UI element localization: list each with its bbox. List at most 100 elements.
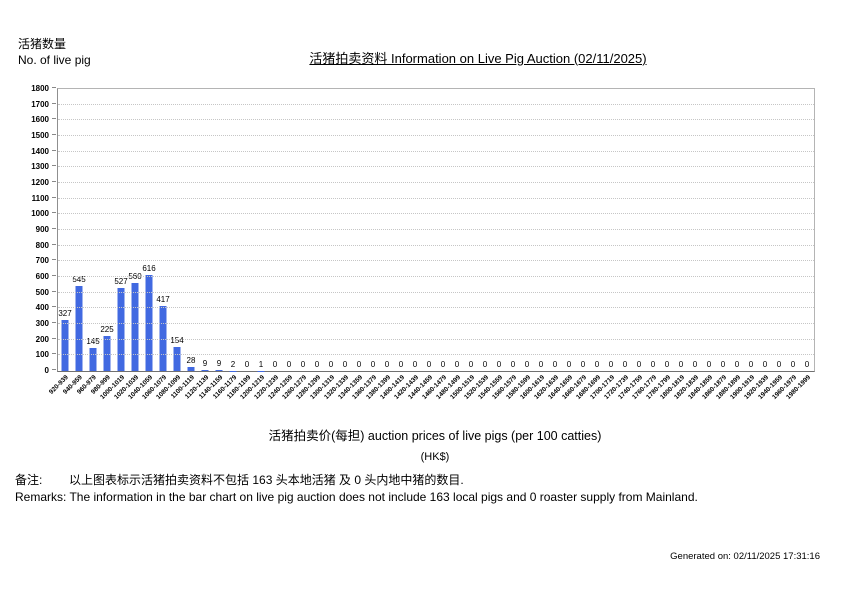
bar-value-label: 0 (510, 360, 516, 369)
bar-value-label: 0 (328, 360, 334, 369)
bar-value-label: 9 (216, 358, 222, 368)
bar-slot: 0 1720-1739 (603, 89, 632, 401)
bar-value-label: 0 (552, 360, 558, 369)
bar-slot: 0 1840-1859 (687, 89, 716, 401)
bar-slot: 225 980-999 (90, 89, 114, 396)
bar-slot: 145 960-979 (76, 89, 100, 396)
bar-slot: 417 1060-1079 (141, 89, 170, 401)
bar-slot: 0 1460-1479 (421, 89, 450, 401)
y-tick-mark (52, 228, 56, 229)
x-axis-title: 活猪拍卖价(每担) auction prices of live pigs (p… (268, 429, 602, 443)
bar-value-label: 154 (170, 335, 184, 345)
bar-value-label: 0 (426, 360, 432, 369)
bar-value-label: 0 (748, 360, 754, 369)
bar-value-label: 0 (636, 360, 642, 369)
y-tick-label: 1500 (31, 131, 49, 140)
gridline (58, 135, 814, 136)
y-axis-title-en: No. of live pig (18, 53, 91, 67)
y-tick-label: 1600 (31, 115, 49, 125)
bar-value-label: 0 (538, 360, 544, 369)
bar-slot: 0 1980-1999 (785, 89, 814, 401)
bar-slot: 0 1420-1439 (393, 89, 422, 401)
bar-slot: 560 1020-1039 (113, 89, 142, 401)
y-tick-mark (52, 102, 56, 104)
bar-slot: 0 1820-1839 (673, 89, 702, 401)
bar-slot: 0 1760-1779 (631, 89, 660, 401)
bar-value-label: 0 (790, 360, 796, 369)
bar-value-label: 0 (440, 360, 446, 369)
bar (145, 274, 153, 371)
bar-slot: 0 1660-1679 (561, 89, 590, 401)
bar (201, 369, 209, 371)
bar-slot: 0 1260-1279 (281, 89, 310, 401)
bar (117, 288, 125, 371)
y-tick-label: 1700 (31, 99, 49, 109)
bar-value-label: 527 (114, 277, 128, 287)
y-tick-mark (52, 87, 56, 88)
y-tick-label: 100 (35, 350, 49, 360)
bar-value-label: 0 (804, 360, 810, 369)
y-tick-mark (52, 275, 56, 276)
y-tick-label: 1000 (31, 209, 49, 219)
bar-value-label: 0 (720, 360, 726, 369)
bar-slot: 0 1920-1939 (743, 89, 772, 401)
y-tick-mark (52, 337, 56, 339)
bar-slot: 0 1740-1759 (617, 89, 646, 401)
bar-slot: 0 1580-1599 (505, 89, 534, 401)
bar-slot: 0 1860-1879 (701, 89, 730, 401)
bar-value-label: 0 (594, 360, 600, 369)
bar (131, 283, 139, 371)
bar-slot: 0 1800-1819 (659, 89, 688, 401)
bar-value-label: 0 (482, 360, 488, 369)
y-tick-label: 1400 (31, 146, 49, 156)
gridline (58, 197, 814, 199)
bar (103, 335, 111, 371)
y-tick-mark (52, 165, 56, 167)
y-axis-labels: 0 100 200 300 400 500 600 700 800 900 1000 1100 1200… (0, 84, 56, 375)
generated-timestamp: Generated on: 02/11/2025 17:31:16 (670, 551, 820, 562)
y-tick-label: 0 (44, 366, 49, 375)
bar-value-label: 0 (286, 360, 292, 369)
bar-slot: 0 1880-1899 (715, 89, 744, 401)
bar-value-label: 417 (156, 294, 170, 304)
bar-value-label: 0 (566, 360, 572, 369)
bar-value-label: 0 (384, 360, 390, 369)
bar-slot: 0 1900-1919 (729, 89, 758, 401)
y-axis-title: 活猪数量 No. of live pig (18, 36, 91, 68)
bar-value-label: 0 (622, 360, 628, 369)
bar (173, 346, 181, 371)
bar-slot: 0 1440-1459 (407, 89, 436, 401)
bar-slot: 0 1280-1299 (295, 89, 324, 401)
y-tick-mark (52, 322, 56, 323)
bar-slot: 0 1780-1799 (645, 89, 674, 401)
gridline (58, 166, 814, 168)
x-axis-unit: (HK$) (420, 451, 450, 463)
bar (61, 319, 69, 371)
bar-slot: 0 1600-1619 (519, 89, 548, 401)
bar-value-label: 0 (244, 360, 250, 369)
bar-value-label: 0 (706, 360, 712, 369)
y-tick-label: 800 (35, 240, 49, 250)
bar-slot: 0 1300-1319 (309, 89, 338, 401)
bar-slot: 0 1340-1359 (337, 89, 366, 401)
bar-slot: 0 1520-1539 (463, 89, 492, 401)
bar-value-label: 0 (496, 360, 502, 369)
y-tick-mark (52, 259, 56, 261)
bar-value-label: 0 (356, 360, 362, 369)
bar-value-label: 145 (86, 337, 100, 347)
bar-slot: 0 1360-1379 (351, 89, 380, 401)
y-tick-label: 900 (35, 225, 49, 234)
gridline (58, 244, 814, 246)
y-tick-label: 500 (35, 287, 49, 297)
bar-value-label: 0 (678, 360, 684, 369)
bar-value-label: 0 (412, 360, 418, 369)
bar-value-label: 0 (776, 360, 782, 369)
y-tick-label: 700 (35, 256, 49, 266)
y-tick-label: 600 (35, 272, 49, 281)
bar-slot: 154 1080-1099 (155, 89, 184, 401)
bar-slot: 1 1200-1219 (239, 89, 268, 401)
bar-slot: 0 1560-1579 (491, 89, 520, 401)
gridline (58, 213, 814, 215)
gridline (58, 291, 814, 293)
bar-value-label: 616 (142, 263, 156, 273)
